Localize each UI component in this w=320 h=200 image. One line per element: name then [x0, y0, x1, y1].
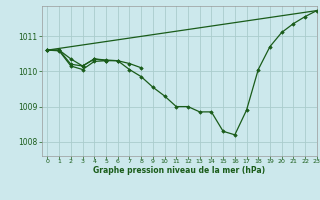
X-axis label: Graphe pression niveau de la mer (hPa): Graphe pression niveau de la mer (hPa) — [93, 166, 265, 175]
